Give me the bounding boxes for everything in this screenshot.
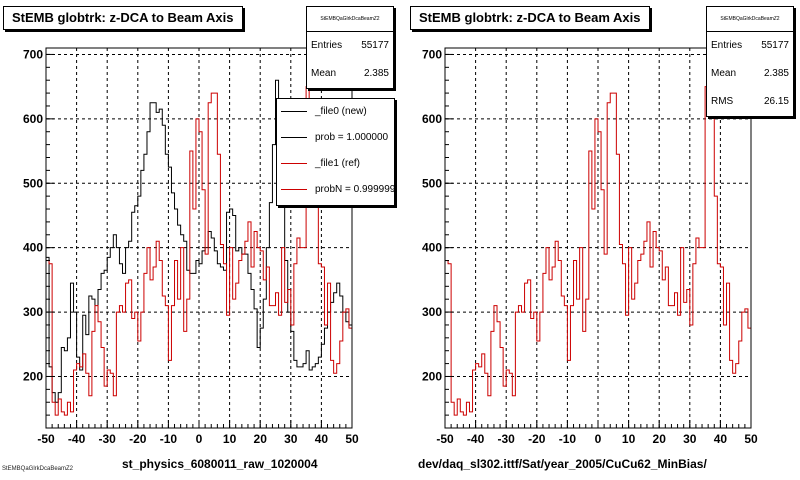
stats-rms-row: RMS 26.15: [707, 88, 793, 116]
x-tick-label: -40: [467, 432, 485, 446]
y-tick-label: 700: [422, 47, 442, 61]
x-tick-label: 0: [196, 432, 203, 446]
footer-text: StEMBQaGlrkDcaBeamZ2: [2, 466, 74, 472]
stats-box: StEMBQaGlrkDcaBeamZ2 Entries 55177 Mean …: [706, 6, 794, 117]
y-tick-label: 300: [422, 305, 442, 319]
x-tick-label: 50: [345, 432, 359, 446]
x-tick-label: 20: [254, 432, 268, 446]
legend-line-new: [281, 111, 307, 112]
stats-entries-label: Entries: [311, 40, 343, 51]
stats-rms-value: 26.15: [763, 96, 789, 107]
stats-box: StEMBQaGlrkDcaBeamZ2 Entries 55177 Mean …: [306, 6, 394, 89]
x-axis-label: st_physics_6080011_raw_1020004: [122, 457, 318, 471]
y-tick-label: 200: [422, 369, 442, 383]
stats-mean-value: 2.385: [363, 68, 389, 79]
y-tick-label: 500: [422, 176, 442, 190]
y-tick-label: 400: [422, 241, 442, 255]
x-tick-label: -10: [160, 432, 178, 446]
legend-entry: probN = 0.999999: [277, 177, 394, 203]
x-tick-label: -10: [559, 432, 577, 446]
chart-title: StEMB globtrk: z-DCA to Beam Axis: [3, 6, 243, 30]
histogram-panel-right: -50 -40 -30 -20 -10 0 10 20 30 40 50 200 300 400 500 60…: [400, 0, 800, 480]
stats-entries-label: Entries: [711, 40, 743, 51]
stats-mean-label: Mean: [711, 68, 737, 79]
histogram-chart-right: -50 -40 -30 -20 -10 0 10 20 30 40 50 200 300 400 500 60…: [422, 47, 758, 446]
legend-line-probn: [281, 189, 307, 190]
y-tick-label: 700: [23, 47, 43, 61]
y-tick-label: 600: [23, 112, 43, 126]
legend-entry: _file1 (ref): [277, 151, 394, 177]
y-tick-label: 400: [23, 241, 43, 255]
x-tick-label: -30: [498, 432, 516, 446]
x-tick-label: 10: [223, 432, 237, 446]
x-axis-label: dev/daq_sl302.ittf/Sat/year_2005/CuCu62_…: [418, 457, 707, 471]
stats-mean-row: Mean 2.385: [707, 60, 793, 88]
chart-title: StEMB globtrk: z-DCA to Beam Axis: [410, 6, 650, 30]
histogram-series-line: [445, 86, 751, 416]
x-tick-label: -20: [129, 432, 147, 446]
stats-entries-row: Entries 55177: [307, 32, 393, 60]
y-tick-label: 300: [23, 305, 43, 319]
x-tick-label: -20: [528, 432, 546, 446]
stats-header: StEMBQaGlrkDcaBeamZ2: [307, 7, 393, 32]
histogram-series-line: [46, 79, 352, 403]
x-tick-label: -40: [68, 432, 86, 446]
histogram-panel-left: -50 -40 -30 -20 -10 0 10 20 30 40 50 200 300 400 500 60…: [2, 6, 395, 472]
y-tick-label: 600: [422, 112, 442, 126]
histogram-series-line: [46, 86, 352, 416]
stats-mean-value: 2.385: [763, 68, 789, 79]
stats-entries-row: Entries 55177: [707, 32, 793, 60]
histogram-chart-left: -50 -40 -30 -20 -10 0 10 20 30 40 50 200 300 400 500 60…: [23, 47, 359, 446]
x-tick-label: 30: [284, 432, 298, 446]
x-tick-label: 0: [595, 432, 602, 446]
legend-line-prob: [281, 137, 307, 138]
stats-rms-label: RMS: [711, 96, 734, 107]
stats-mean-label: Mean: [311, 68, 337, 79]
stats-entries-value: 55177: [761, 40, 789, 51]
stats-mean-row: Mean 2.385: [307, 60, 393, 88]
legend-label: probN = 0.999999: [315, 184, 395, 195]
legend-label: prob = 1.000000: [315, 132, 389, 143]
legend-entry: _file0 (new): [277, 99, 394, 125]
legend-entry: prob = 1.000000: [277, 125, 394, 151]
x-tick-label: -50: [436, 432, 454, 446]
x-tick-label: 10: [622, 432, 636, 446]
y-tick-label: 500: [23, 176, 43, 190]
legend-label: _file0 (new): [315, 106, 367, 117]
legend: _file0 (new) prob = 1.000000 _file1 (ref…: [276, 98, 395, 206]
legend-label: _file1 (ref): [315, 158, 361, 169]
x-tick-label: -30: [99, 432, 117, 446]
y-tick-label: 200: [23, 369, 43, 383]
x-tick-label: 30: [683, 432, 697, 446]
stats-entries-value: 55177: [361, 40, 389, 51]
x-tick-label: 40: [714, 432, 728, 446]
x-tick-label: -50: [37, 432, 55, 446]
x-tick-label: 20: [653, 432, 667, 446]
legend-line-ref: [281, 163, 307, 164]
stats-header: StEMBQaGlrkDcaBeamZ2: [707, 7, 793, 32]
x-tick-label: 50: [744, 432, 758, 446]
x-tick-label: 40: [315, 432, 329, 446]
